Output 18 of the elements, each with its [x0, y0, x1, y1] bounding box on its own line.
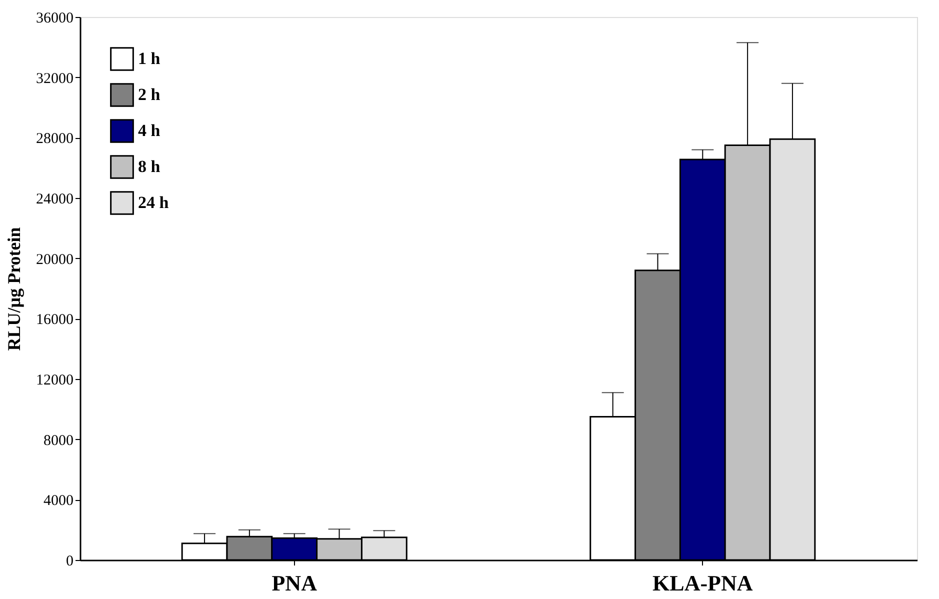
y-tick-label: 4000 — [44, 493, 74, 510]
legend-label: 4 h — [138, 121, 161, 140]
x-tick-label: PNA — [272, 570, 318, 596]
legend-label: 1 h — [138, 49, 161, 68]
y-tick-label: 36000 — [36, 10, 74, 26]
y-tick-label: 16000 — [36, 312, 74, 328]
y-tick-label: 32000 — [36, 70, 74, 87]
x-tick-label: KLA-PNA — [652, 570, 753, 596]
y-tick-label: 0 — [66, 554, 74, 570]
y-tick-label: 12000 — [36, 372, 74, 388]
y-tick-label: 24000 — [36, 192, 74, 208]
legend-label: 2 h — [138, 85, 161, 104]
y-tick-label: 28000 — [36, 131, 74, 148]
legend-label: 8 h — [138, 157, 161, 176]
y-tick-label: 8000 — [44, 432, 74, 449]
y-tick-label: 20000 — [36, 252, 74, 268]
y-axis-title: RLU/µg Protein — [4, 227, 24, 351]
legend-label: 24 h — [138, 193, 170, 212]
